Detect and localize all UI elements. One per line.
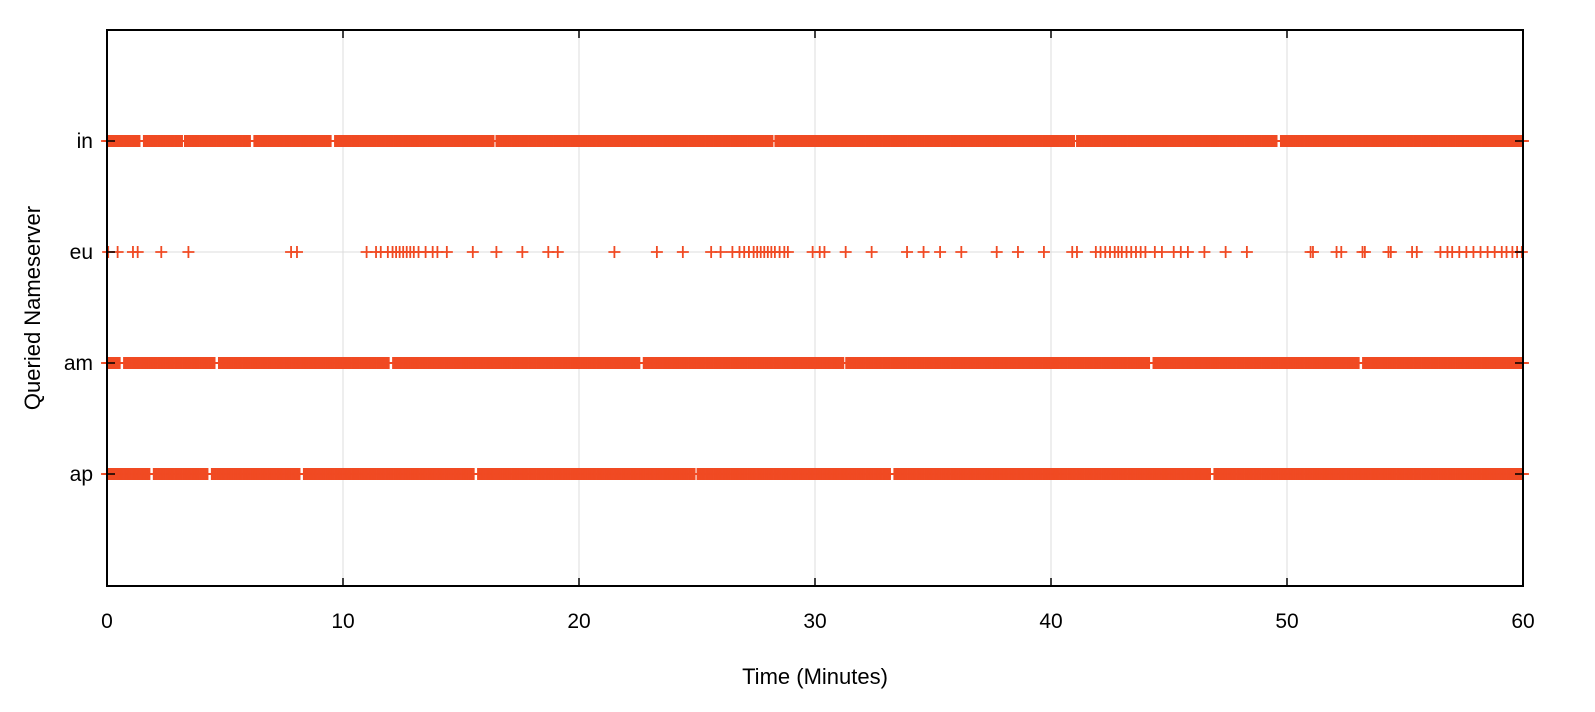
data-point-eu xyxy=(901,246,914,258)
axis-ticks: 0 10 20 30 40 50 60 in eu am ap xyxy=(64,30,1535,633)
y-tick-label: ap xyxy=(70,463,93,486)
data-point-eu xyxy=(516,246,529,258)
data-point-eu xyxy=(466,246,479,258)
data-point-eu xyxy=(608,246,621,258)
x-tick-label: 30 xyxy=(803,610,826,633)
data-point-eu xyxy=(1335,246,1348,258)
data-point-eu xyxy=(1219,246,1232,258)
data-point-eu xyxy=(1240,246,1253,258)
data-point-eu xyxy=(490,246,503,258)
data-point-eu xyxy=(182,246,195,258)
data-point-eu xyxy=(1037,246,1050,258)
data-point-eu xyxy=(155,246,168,258)
data-point-eu xyxy=(290,246,303,258)
y-tick-label: in xyxy=(77,130,93,153)
data-point-eu xyxy=(1155,246,1168,258)
data-point-eu xyxy=(551,246,564,258)
data-point-eu xyxy=(1384,246,1397,258)
data-point-eu xyxy=(1306,246,1319,258)
data-point-eu xyxy=(1011,246,1024,258)
data-point-eu xyxy=(818,246,831,258)
y-axis-title: Queried Nameserver xyxy=(20,206,45,410)
y-tick-label: eu xyxy=(70,241,93,264)
data-point-eu xyxy=(781,246,794,258)
data-point-eu xyxy=(714,246,727,258)
x-tick-label: 40 xyxy=(1039,610,1062,633)
data-point-eu xyxy=(934,246,947,258)
data-point-eu xyxy=(955,246,968,258)
y-tick-label: am xyxy=(64,352,93,375)
data-point-eu xyxy=(839,246,852,258)
x-tick-label: 60 xyxy=(1511,610,1534,633)
x-tick-label: 10 xyxy=(331,610,354,633)
data-point-eu xyxy=(131,246,144,258)
data-point-eu xyxy=(650,246,663,258)
data-point-eu xyxy=(1181,246,1194,258)
data-point-eu xyxy=(917,246,930,258)
data-point-eu xyxy=(1070,246,1083,258)
x-tick-label: 20 xyxy=(567,610,590,633)
data-point-eu xyxy=(676,246,689,258)
data-point-eu xyxy=(1410,246,1423,258)
data-point-eu xyxy=(1198,246,1211,258)
grid-lines xyxy=(107,30,1523,586)
x-tick-label: 50 xyxy=(1275,610,1298,633)
x-tick-label: 0 xyxy=(101,610,113,633)
data-point-eu xyxy=(440,246,453,258)
x-axis-title: Time (Minutes) xyxy=(742,664,888,689)
data-point-eu xyxy=(865,246,878,258)
data-points xyxy=(101,135,1529,480)
data-point-eu xyxy=(990,246,1003,258)
data-point-eu xyxy=(1358,246,1371,258)
